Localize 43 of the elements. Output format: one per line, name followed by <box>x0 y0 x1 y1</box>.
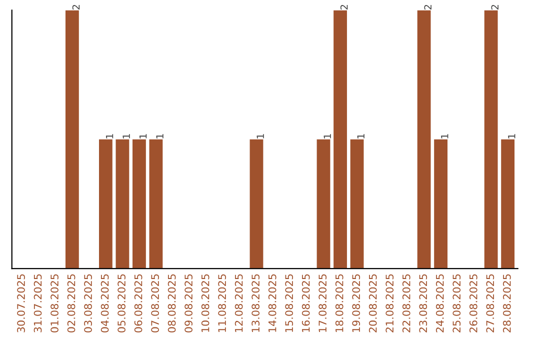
x-tick-label: 31.07.2025 <box>34 274 42 332</box>
x-tick-label: 09.08.2025 <box>184 274 192 332</box>
x-tick-label: 08.08.2025 <box>168 274 176 332</box>
data-label: 1 <box>156 134 164 138</box>
data-label: 2 <box>424 4 432 10</box>
x-tick-label: 03.08.2025 <box>84 274 92 332</box>
x-tick-label: 15.08.2025 <box>285 274 294 332</box>
x-tick-label: 30.07.2025 <box>17 274 25 332</box>
x-tick-label: 26.08.2025 <box>469 274 478 332</box>
data-label: 1 <box>106 134 114 138</box>
x-tick-label: 11.08.2025 <box>218 274 226 332</box>
x-tick-label: 16.08.2025 <box>302 274 310 332</box>
x-tick-label: 10.08.2025 <box>201 274 210 332</box>
x-tick-label: 28.08.2025 <box>502 274 511 332</box>
x-tick-label: 04.08.2025 <box>100 274 109 332</box>
x-tick-label: 21.08.2025 <box>386 274 394 332</box>
data-label: 2 <box>491 4 498 10</box>
x-tick-label: 12.08.2025 <box>234 274 243 332</box>
data-label: 1 <box>508 134 516 138</box>
data-label: 2 <box>72 4 80 10</box>
data-label: 1 <box>441 134 448 138</box>
data-label: 1 <box>256 134 264 138</box>
x-tick-label: 18.08.2025 <box>335 274 344 332</box>
data-label: 2 <box>340 4 348 10</box>
x-tick-label: 17.08.2025 <box>318 274 327 332</box>
x-tick-label: 01.08.2025 <box>50 274 58 332</box>
x-tick-label: 24.08.2025 <box>436 274 444 332</box>
x-tick-label: 19.08.2025 <box>352 274 360 332</box>
data-label: 1 <box>357 134 364 138</box>
data-label: 1 <box>140 134 147 138</box>
x-tick-label: 06.08.2025 <box>134 274 142 332</box>
x-tick-label: 27.08.2025 <box>486 274 494 332</box>
x-tick-label: 22.08.2025 <box>402 274 410 332</box>
data-label: 1 <box>324 134 331 138</box>
x-tick-label: 02.08.2025 <box>67 274 76 332</box>
x-tick-label: 20.08.2025 <box>368 274 377 332</box>
x-tick-label: 23.08.2025 <box>419 274 428 332</box>
x-tick-label: 05.08.2025 <box>118 274 126 332</box>
x-tick-label: 25.08.2025 <box>452 274 461 332</box>
x-tick-label: 14.08.2025 <box>268 274 276 332</box>
x-tick-label: 07.08.2025 <box>151 274 159 332</box>
x-tick-label: 13.08.2025 <box>252 274 260 332</box>
data-label: 1 <box>122 134 130 138</box>
